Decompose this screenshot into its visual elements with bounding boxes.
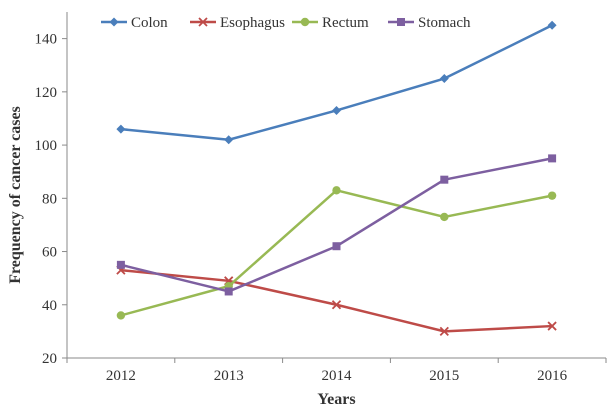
stomach-point: [548, 154, 557, 163]
y-tick-label: 120: [35, 85, 58, 101]
y-tick-label: 20: [42, 351, 57, 367]
colon-point: [547, 20, 557, 30]
series-stomach: [116, 154, 557, 296]
legend-label: Stomach: [418, 15, 471, 31]
rectum-point: [332, 186, 341, 195]
legend: Colon Esophagus Rectum Stomach: [101, 15, 471, 31]
y-tick-label: 80: [42, 191, 57, 207]
series-colon: [116, 20, 557, 145]
stomach-point: [116, 260, 125, 269]
x-tick-label: 2013: [214, 368, 244, 384]
x-tick-label: 2016: [537, 368, 568, 384]
esophagus-point: [547, 321, 557, 331]
series-group: [116, 20, 557, 337]
esophagus-line: [120, 268, 553, 333]
y-tick-label: 60: [42, 245, 57, 261]
legend-marker: [109, 17, 119, 27]
legend-marker: [198, 17, 208, 27]
x-tick-label: 2014: [322, 368, 353, 384]
legend-marker: [397, 18, 405, 26]
esophagus-point: [331, 300, 342, 310]
x-tick-label: 2015: [429, 368, 459, 384]
legend-label: Colon: [131, 15, 168, 31]
legend-item-colon: Colon: [101, 15, 168, 31]
x-axis-title: Years: [317, 391, 355, 407]
stomach-line: [120, 157, 553, 293]
rectum-point: [547, 191, 557, 200]
stomach-point: [224, 287, 233, 296]
y-tick-label: 140: [35, 32, 58, 48]
rectum-point: [116, 311, 126, 320]
colon-point: [224, 135, 234, 145]
legend-item-esophagus: Esophagus: [190, 15, 285, 31]
colon-line: [120, 24, 553, 142]
stomach-point: [440, 175, 449, 184]
y-tick-label: 100: [35, 138, 58, 154]
colon-point: [439, 74, 449, 84]
legend-item-rectum: Rectum: [292, 15, 369, 31]
legend-marker: [300, 17, 310, 27]
stomach-point: [332, 242, 341, 251]
rectum-point: [440, 212, 449, 222]
series-rectum: [116, 186, 557, 320]
colon-point: [116, 124, 126, 134]
x-tick-label: 2012: [106, 368, 136, 384]
rectum-line: [120, 189, 553, 317]
y-tick-label: 40: [42, 298, 57, 314]
colon-point: [332, 105, 341, 115]
legend-item-stomach: Stomach: [388, 15, 471, 31]
legend-label: Rectum: [322, 15, 369, 31]
y-axis-title: Frequency of cancer cases: [7, 106, 24, 284]
esophagus-point: [439, 326, 449, 337]
legend-label: Esophagus: [220, 15, 285, 31]
axes: 20 40 60 80 100 120 140 2012 2013 2014 2015 2016: [35, 12, 607, 384]
series-esophagus: [116, 265, 557, 337]
